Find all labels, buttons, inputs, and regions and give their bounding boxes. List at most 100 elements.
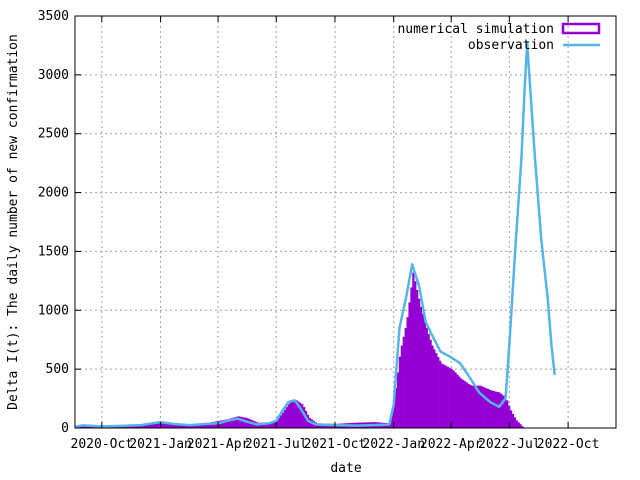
simulation-bar <box>423 320 426 428</box>
y-tick-label: 1500 <box>38 244 69 259</box>
simulation-bar <box>262 422 266 428</box>
simulation-bar <box>268 422 271 428</box>
simulation-bar <box>80 425 83 428</box>
simulation-bar <box>161 423 164 428</box>
simulation-bar <box>506 400 509 428</box>
simulation-bar <box>220 420 223 428</box>
simulation-bar <box>425 327 428 428</box>
simulation-bar <box>82 425 85 428</box>
x-tick-label: 2022-Apr <box>420 437 483 452</box>
y-tick-label: 2000 <box>38 186 69 201</box>
x-tick-label: 2020-Oct <box>71 437 134 452</box>
simulation-bar <box>481 386 484 428</box>
simulation-bar <box>406 317 409 428</box>
simulation-bar <box>469 385 472 428</box>
x-tick-label: 2021-Oct <box>304 437 367 452</box>
simulation-bar <box>490 390 494 428</box>
simulation-bar <box>509 410 513 428</box>
simulation-bar <box>448 367 451 428</box>
simulation-bar <box>431 345 434 428</box>
x-tick-labels: 2020-Oct2021-Jan2021-Apr2021-Jul2021-Oct… <box>71 437 600 452</box>
simulation-bar <box>232 417 235 428</box>
y-tick-label: 500 <box>46 362 69 377</box>
x-tick-label: 2022-Oct <box>537 437 600 452</box>
simulation-bar <box>450 368 453 428</box>
y-tick-label: 3000 <box>38 68 69 83</box>
legend: numerical simulation observation <box>397 22 601 53</box>
y-tick-label: 3500 <box>38 9 69 24</box>
simulation-bar <box>84 425 87 428</box>
simulation-bar <box>272 421 275 428</box>
grid-lines <box>75 16 616 428</box>
simulation-bar <box>142 424 145 428</box>
simulation-bar <box>414 281 417 428</box>
simulation-bar <box>400 345 403 428</box>
simulation-bar <box>416 289 419 428</box>
simulation-bar <box>209 422 212 428</box>
simulation-bar <box>303 407 306 428</box>
simulation-bar <box>460 378 463 428</box>
simulation-bar <box>435 353 438 428</box>
y-tick-label: 2500 <box>38 127 69 142</box>
simulation-bar <box>483 387 486 428</box>
simulation-bar <box>511 413 515 428</box>
simulation-bar <box>458 376 461 428</box>
simulation-bar <box>446 366 449 428</box>
x-tick-label: 2021-Jul <box>245 437 308 452</box>
simulation-bar <box>230 418 233 428</box>
simulation-bar <box>477 385 480 428</box>
simulation-bar <box>197 423 200 428</box>
simulation-bar <box>234 417 237 428</box>
simulation-bar <box>293 400 296 428</box>
simulation-bar <box>211 422 214 428</box>
simulation-bar <box>226 419 229 428</box>
simulation-bar <box>180 423 183 428</box>
simulation-bar <box>172 423 175 428</box>
simulation-bar <box>456 374 459 428</box>
simulation-bar <box>170 423 174 428</box>
x-tick-label: 2022-Jan <box>362 437 425 452</box>
simulation-bar <box>433 349 436 428</box>
simulation-bar <box>410 287 413 428</box>
simulation-bar <box>239 416 243 428</box>
simulation-bar <box>287 404 290 428</box>
simulation-bar <box>440 363 444 428</box>
simulation-bar <box>504 397 507 428</box>
simulation-bar <box>245 417 248 428</box>
simulation-bar <box>301 404 304 428</box>
simulation-bar <box>285 407 288 428</box>
simulation-bar <box>182 423 185 428</box>
simulation-bar <box>498 392 501 428</box>
simulation-bar <box>391 412 394 428</box>
simulation-bar <box>228 418 231 428</box>
simulation-bar <box>442 364 446 428</box>
simulation-bar <box>515 420 518 428</box>
x-tick-label: 2021-Apr <box>187 437 250 452</box>
simulation-bar <box>165 423 168 428</box>
simulation-bar <box>485 388 488 428</box>
simulation-bar <box>203 423 206 428</box>
simulation-bar <box>176 423 179 428</box>
simulation-bar <box>241 417 244 428</box>
simulation-bar <box>439 360 442 428</box>
simulation-bar <box>508 405 511 428</box>
simulation-bar <box>500 393 503 428</box>
simulation-bar <box>166 423 170 428</box>
axis-ticks <box>75 15 616 429</box>
simulation-bar <box>494 391 497 428</box>
simulation-bar <box>237 416 241 428</box>
simulation-bar <box>396 372 400 428</box>
simulation-bar <box>205 422 208 428</box>
simulation-bar <box>143 424 147 428</box>
simulation-bar <box>218 420 221 428</box>
simulation-bar <box>274 420 277 428</box>
simulation-bar <box>151 423 154 428</box>
observation-line <box>74 41 556 429</box>
simulation-bar <box>437 356 440 428</box>
simulation-bar <box>289 402 292 428</box>
simulation-bar <box>421 313 425 428</box>
simulation-bar <box>299 402 302 428</box>
simulation-bar <box>266 422 269 428</box>
legend-swatch-numerical-simulation <box>561 22 601 35</box>
